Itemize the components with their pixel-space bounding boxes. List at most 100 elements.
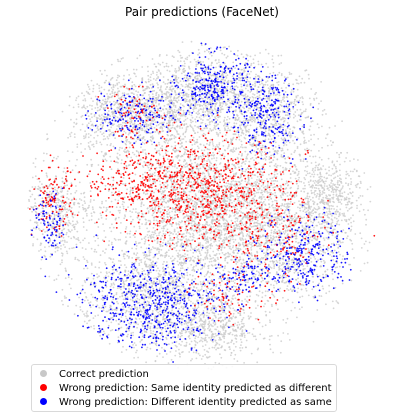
scatter-point — [180, 83, 183, 86]
scatter-point — [259, 227, 262, 229]
scatter-point — [179, 80, 182, 82]
scatter-point — [211, 219, 213, 222]
scatter-point — [202, 206, 204, 209]
scatter-point — [220, 225, 223, 228]
scatter-point — [189, 124, 192, 126]
scatter-point — [190, 121, 193, 124]
scatter-point — [201, 104, 204, 107]
scatter-point — [150, 122, 153, 125]
scatter-point — [205, 217, 208, 220]
scatter-point — [179, 135, 182, 138]
scatter-point — [207, 158, 210, 161]
scatter-point — [162, 155, 165, 158]
scatter-point — [181, 177, 184, 180]
scatter-point — [215, 88, 218, 90]
scatter-point — [184, 86, 187, 88]
scatter-point — [178, 221, 181, 223]
scatter-point — [308, 97, 311, 100]
scatter-point — [87, 115, 90, 117]
scatter-point — [175, 149, 178, 151]
scatter-point — [286, 191, 289, 194]
scatter-point — [162, 241, 164, 244]
scatter-point — [248, 81, 251, 83]
scatter-point — [156, 82, 159, 84]
scatter-point — [273, 183, 276, 185]
scatter-point — [158, 110, 161, 112]
scatter-point — [234, 214, 236, 216]
scatter-point — [136, 57, 139, 60]
scatter-point — [280, 87, 283, 90]
scatter-point — [251, 156, 254, 159]
scatter-point — [153, 171, 156, 174]
scatter-point — [46, 138, 48, 141]
scatter-point — [139, 198, 142, 201]
scatter-point — [247, 168, 250, 171]
scatter-point — [161, 61, 164, 64]
scatter-point — [81, 247, 84, 249]
scatter-point — [266, 84, 269, 86]
scatter-point — [277, 84, 280, 86]
scatter-point — [296, 109, 299, 111]
scatter-point — [236, 195, 239, 198]
scatter-point — [112, 179, 115, 182]
scatter-point — [161, 245, 164, 247]
scatter-point — [181, 249, 184, 252]
scatter-point — [243, 261, 246, 264]
scatter-point — [198, 227, 201, 230]
scatter-point — [165, 139, 168, 142]
scatter-point — [253, 120, 256, 123]
scatter-point — [304, 166, 307, 168]
scatter-point — [99, 141, 102, 144]
scatter-point — [157, 86, 160, 89]
scatter-point — [285, 141, 288, 143]
scatter-point — [196, 180, 199, 182]
scatter-point — [196, 163, 199, 165]
scatter-point — [99, 131, 102, 133]
scatter-point — [231, 75, 234, 77]
scatter-point — [225, 185, 227, 188]
scatter-point — [246, 78, 249, 81]
scatter-point — [199, 105, 201, 108]
scatter-point — [205, 104, 207, 107]
scatter-point — [238, 225, 241, 228]
scatter-point — [104, 184, 107, 187]
scatter-point — [101, 133, 103, 136]
scatter-point — [200, 182, 203, 185]
scatter-point — [85, 133, 88, 136]
scatter-point — [96, 106, 99, 109]
scatter-point — [265, 62, 268, 65]
scatter-point — [224, 80, 226, 82]
scatter-point — [289, 116, 291, 118]
scatter-point — [142, 105, 144, 107]
scatter-point — [315, 91, 317, 94]
scatter-point — [329, 140, 332, 142]
scatter-point — [157, 177, 160, 180]
scatter-point — [132, 208, 135, 211]
scatter-point — [97, 129, 99, 132]
scatter-point — [225, 187, 228, 189]
scatter-point — [270, 84, 273, 87]
scatter-point — [149, 84, 152, 86]
scatter-point — [135, 208, 137, 210]
scatter-point — [89, 148, 91, 151]
scatter-point — [184, 192, 187, 194]
scatter-point — [194, 222, 197, 225]
scatter-point — [233, 184, 235, 187]
scatter-point — [150, 208, 153, 211]
scatter-point — [207, 165, 210, 168]
scatter-point — [234, 180, 237, 183]
scatter-point — [259, 119, 262, 122]
scatter-point — [133, 102, 136, 105]
scatter-point — [106, 74, 108, 77]
scatter-point — [135, 75, 137, 78]
scatter-point — [227, 127, 230, 130]
scatter-point — [223, 236, 226, 239]
scatter-point — [206, 49, 208, 51]
scatter-point — [167, 103, 170, 106]
scatter-point — [87, 86, 90, 88]
scatter-point — [181, 170, 184, 173]
scatter-point — [293, 151, 296, 154]
scatter-point — [237, 147, 240, 150]
scatter-point — [238, 73, 241, 76]
scatter-point — [306, 165, 309, 168]
